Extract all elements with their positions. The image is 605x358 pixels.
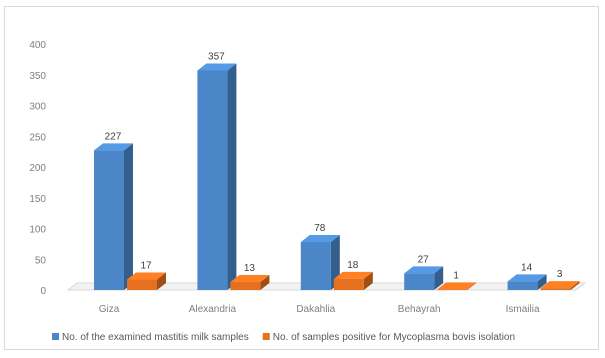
data-label: 357 bbox=[208, 51, 225, 62]
bar-side bbox=[157, 272, 166, 290]
bar bbox=[127, 279, 157, 290]
data-label: 1 bbox=[453, 270, 459, 281]
x-tick-label: Alexandria bbox=[189, 304, 237, 315]
bar bbox=[540, 288, 571, 290]
bar-side bbox=[467, 282, 477, 290]
data-label: 78 bbox=[314, 223, 326, 234]
bar bbox=[300, 242, 331, 290]
data-label: 13 bbox=[244, 263, 256, 274]
data-label: 14 bbox=[521, 262, 533, 273]
bar-side bbox=[124, 143, 133, 290]
y-tick-label: 250 bbox=[29, 132, 46, 143]
bar-side bbox=[570, 281, 580, 290]
bar-top bbox=[230, 275, 270, 283]
y-tick-label: 0 bbox=[40, 286, 46, 297]
bar-top bbox=[437, 282, 477, 290]
bar bbox=[437, 289, 468, 290]
y-tick-label: 50 bbox=[35, 255, 47, 266]
x-tick-label: Dakahlia bbox=[296, 304, 335, 315]
y-tick-label: 100 bbox=[29, 225, 46, 236]
legend-label: No. of the examined mastitis milk sample… bbox=[62, 332, 249, 343]
bar-side bbox=[434, 266, 444, 290]
y-tick-label: 150 bbox=[29, 194, 46, 205]
bar-top bbox=[197, 63, 237, 71]
bar bbox=[507, 281, 538, 290]
y-tick-label: 200 bbox=[29, 163, 46, 174]
legend-swatch bbox=[262, 333, 270, 340]
bar-side bbox=[260, 275, 270, 290]
data-label: 227 bbox=[105, 131, 122, 142]
legend-label: No. of samples positive for Mycoplasma b… bbox=[273, 332, 515, 343]
bar-top bbox=[404, 266, 444, 274]
data-label: 17 bbox=[140, 261, 152, 272]
data-label: 3 bbox=[557, 269, 563, 280]
bar bbox=[404, 273, 435, 290]
bar bbox=[94, 150, 124, 290]
y-tick-label: 400 bbox=[29, 40, 46, 51]
bar-top bbox=[127, 272, 166, 280]
bar bbox=[230, 282, 261, 290]
x-tick-label: Behayrah bbox=[398, 304, 441, 315]
bar-top bbox=[507, 274, 547, 282]
bar-top bbox=[333, 271, 373, 279]
x-tick-label: Giza bbox=[99, 304, 120, 315]
bar-top bbox=[94, 143, 133, 151]
data-label: 18 bbox=[347, 260, 359, 271]
y-tick-label: 350 bbox=[29, 71, 46, 82]
legend-swatch bbox=[52, 333, 59, 340]
bar-top bbox=[300, 235, 340, 243]
data-label: 27 bbox=[418, 254, 430, 265]
bar bbox=[333, 278, 364, 290]
y-tick-label: 300 bbox=[29, 102, 46, 113]
bar-side bbox=[537, 274, 547, 290]
bar bbox=[197, 70, 228, 290]
x-tick-label: Ismailia bbox=[506, 304, 540, 315]
bar-side bbox=[227, 63, 237, 290]
bar-top bbox=[540, 281, 580, 289]
bar-side bbox=[363, 271, 373, 290]
